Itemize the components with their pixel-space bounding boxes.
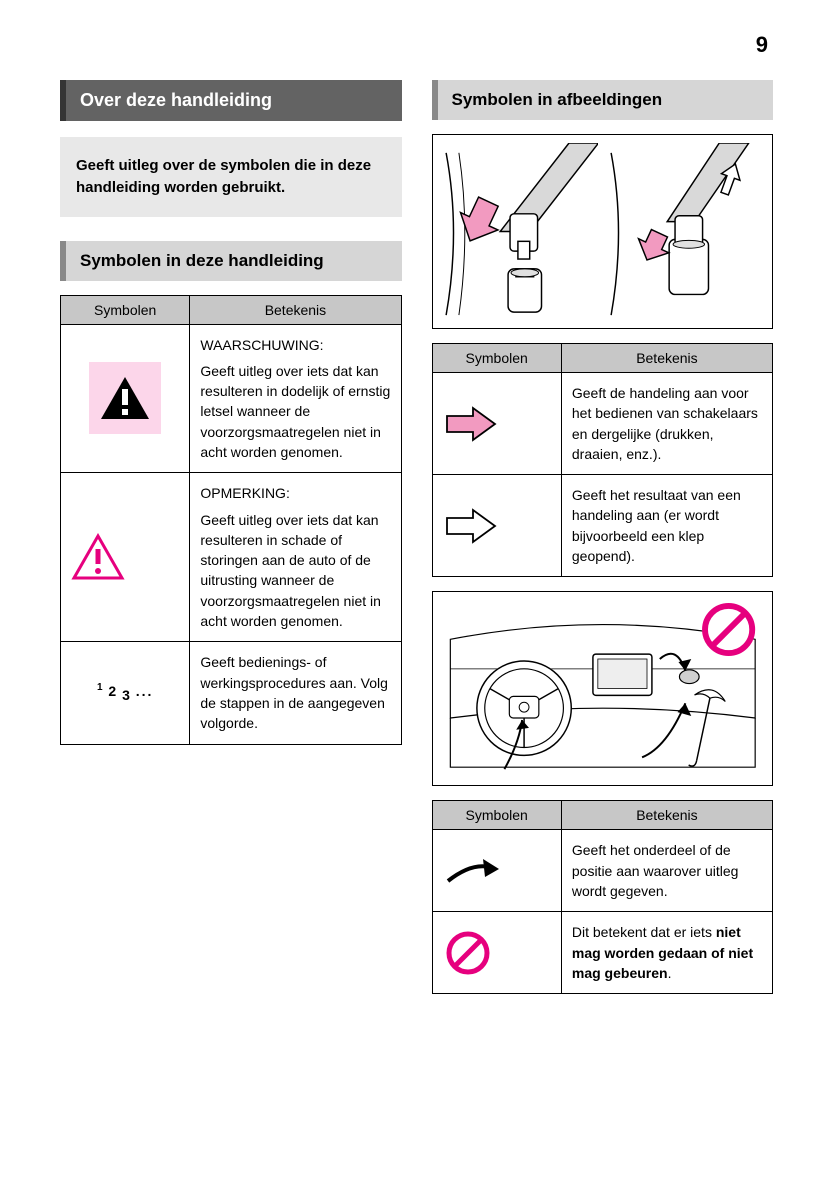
symbol-table-manual: Symbolen Betekenis WAARSCHUWING: Geeft <box>60 295 402 745</box>
symbol-table-arrows: Symbolen Betekenis Geeft de handeling aa… <box>432 343 774 577</box>
col-header-symbol: Symbolen <box>432 344 561 373</box>
table-row: Geeft het resultaat van een handeling aa… <box>432 475 773 577</box>
col-header-meaning: Betekenis <box>561 801 772 830</box>
page-number: 9 <box>756 32 768 58</box>
arrow-pink-icon <box>443 404 499 444</box>
intro-text: Geeft uitleg over de symbolen die in dez… <box>60 137 402 217</box>
warning-desc: WAARSCHUWING: Geeft uitleg over iets dat… <box>190 324 401 473</box>
pink-arrow-desc: Geeft de handeling aan voor het bedienen… <box>561 373 772 475</box>
swoosh-arrow-icon <box>443 853 503 889</box>
notice-head: OPMERKING: <box>200 483 390 503</box>
left-title: Over deze handleiding <box>60 80 402 121</box>
table-row: OPMERKING: Geeft uitleg over iets dat ka… <box>61 473 402 642</box>
warning-triangle-solid-icon <box>99 375 151 421</box>
seatbelt-panel-left <box>441 143 599 320</box>
pink-arrow-cell <box>432 373 561 475</box>
col-header-meaning: Betekenis <box>561 344 772 373</box>
right-column: Symbolen in afbeeldingen <box>432 80 774 994</box>
prohibit-pre: Dit betekent dat er iets <box>572 924 716 940</box>
warning-icon-cell <box>61 324 190 473</box>
notice-icon-cell <box>61 473 190 642</box>
notice-desc: OPMERKING: Geeft uitleg over iets dat ka… <box>190 473 401 642</box>
white-arrow-cell <box>432 475 561 577</box>
swoosh-arrow-desc: Geeft het onderdeel of de positie aan wa… <box>561 830 772 912</box>
prohibit-icon <box>705 606 752 653</box>
warning-body: Geeft uitleg over iets dat kan resultere… <box>200 363 390 460</box>
warning-head: WAARSCHUWING: <box>200 335 390 355</box>
right-title: Symbolen in afbeeldingen <box>432 80 774 120</box>
table-row: Geeft de handeling aan voor het bedienen… <box>432 373 773 475</box>
white-arrow-desc: Geeft het resultaat van een handeling aa… <box>561 475 772 577</box>
arrow-white-icon <box>443 506 499 546</box>
left-column: Over deze handleiding Geeft uitleg over … <box>60 80 402 994</box>
dashboard-illustration <box>432 591 774 786</box>
swoosh-arrow-cell <box>432 830 561 912</box>
seatbelt-panel-right <box>606 143 764 320</box>
table-row: 1 2 3 ... Geeft bedienings- of werkingsp… <box>61 642 402 744</box>
steps-body: Geeft bedienings- of werkingsprocedures … <box>200 654 388 731</box>
left-subtitle: Symbolen in deze handleiding <box>60 241 402 281</box>
table-row: Dit betekent dat er iets niet mag worden… <box>432 912 773 994</box>
steps-123-icon: 1 2 3 ... <box>97 683 154 699</box>
prohibit-post: . <box>668 965 672 981</box>
steps-icon-cell: 1 2 3 ... <box>61 642 190 744</box>
seatbelt-illustration <box>432 134 774 329</box>
col-header-symbol: Symbolen <box>61 295 190 324</box>
prohibit-desc: Dit betekent dat er iets niet mag worden… <box>561 912 772 994</box>
content-columns: Over deze handleiding Geeft uitleg over … <box>60 80 773 994</box>
col-header-meaning: Betekenis <box>190 295 401 324</box>
prohibit-cell <box>432 912 561 994</box>
prohibit-icon <box>443 928 493 978</box>
notice-body: Geeft uitleg over iets dat kan resultere… <box>200 512 381 629</box>
col-header-symbol: Symbolen <box>432 801 561 830</box>
symbol-table-indicators: Symbolen Betekenis Geeft het onderdeel o… <box>432 800 774 994</box>
table-row: WAARSCHUWING: Geeft uitleg over iets dat… <box>61 324 402 473</box>
warning-triangle-outline-icon <box>71 533 125 581</box>
table-row: Geeft het onderdeel of de positie aan wa… <box>432 830 773 912</box>
steps-desc: Geeft bedienings- of werkingsprocedures … <box>190 642 401 744</box>
